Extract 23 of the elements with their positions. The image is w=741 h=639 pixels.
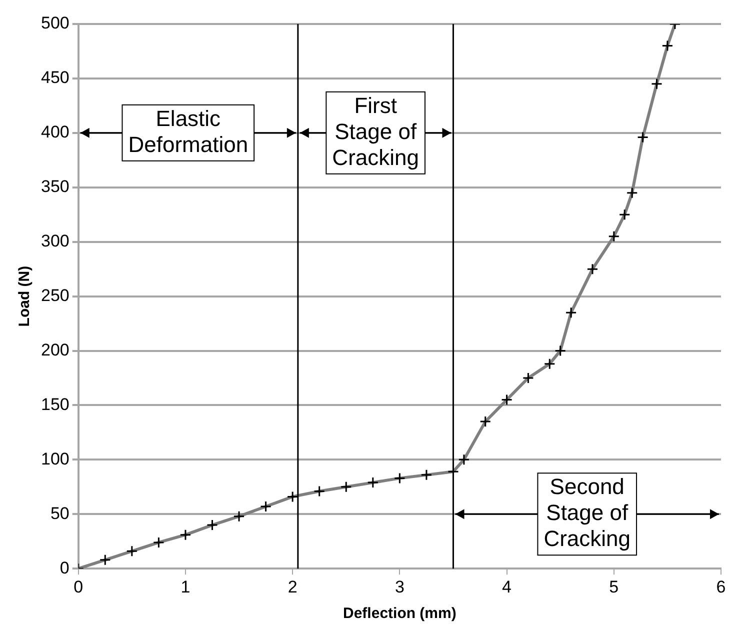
y-tick-label: 450 [40,68,70,88]
y-tick-label: 250 [40,286,70,305]
annotation: Second Stage of Cracking [544,474,631,552]
y-tick-label: 150 [40,394,70,414]
y-tick-label: 100 [40,449,70,468]
y-tick-label: 50 [50,504,70,523]
x-tick-label: 3 [394,577,404,596]
x-tick-label: 5 [609,577,619,596]
x-tick-label: 1 [180,577,190,596]
y-tick-label: 0 [60,558,70,578]
y-tick-label: 200 [40,340,70,360]
y-tick-label: 350 [40,177,70,196]
y-tick-label: 500 [40,14,70,33]
x-tick-label: 4 [502,577,512,596]
y-tick-label: 400 [40,122,70,142]
y-tick-label: 300 [40,232,70,251]
x-axis-title: Deflection (mm) [343,605,456,622]
y-axis-title: Load (N) [16,266,34,327]
annotation: First Stage of Cracking [332,92,419,170]
x-tick-label: 6 [716,577,726,596]
annotation: Elastic Deformation [128,106,248,157]
x-tick-label: 0 [74,577,84,596]
x-tick-label: 2 [288,577,298,596]
